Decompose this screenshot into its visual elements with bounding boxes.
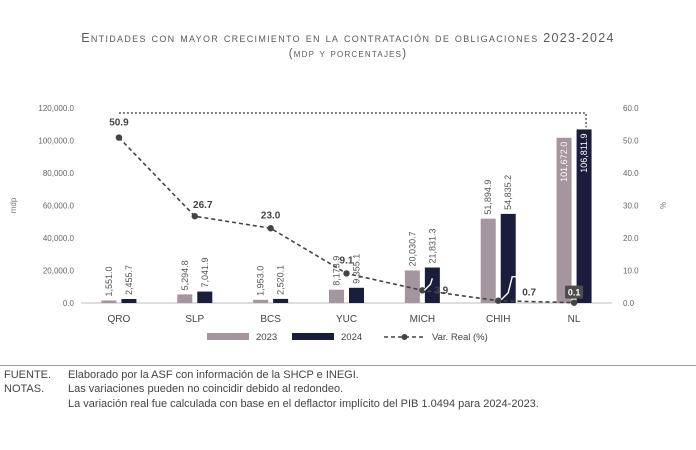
line-value-label: 9.1 — [340, 255, 354, 266]
bars — [101, 129, 592, 303]
label-connector — [423, 278, 434, 291]
var-real-point — [115, 134, 123, 141]
y2-tick-label: 60.0 — [623, 104, 639, 113]
bar-2024 — [500, 213, 516, 303]
bar-label-2024: 2,520.1 — [276, 265, 286, 295]
line-series — [115, 112, 587, 306]
x-tick-label: QRO — [108, 314, 131, 325]
y-tick-label: 0.0 — [63, 299, 75, 308]
y-tick-label: 20,000.0 — [43, 267, 75, 276]
y2-tick-label: 40.0 — [623, 169, 639, 178]
bar-label-2024: 2,455.7 — [124, 265, 134, 295]
bar-2023 — [101, 300, 117, 303]
y2-tick-label: 30.0 — [623, 202, 639, 211]
legend-label-var: Var. Real (%) — [432, 332, 488, 343]
line-value-label: 0.7 — [522, 288, 536, 299]
bar-2024 — [197, 291, 213, 303]
notas-line-2: La variación real fue calculada con base… — [68, 398, 539, 410]
notas-line-1: Las variaciones pueden no coincidir debi… — [68, 383, 344, 395]
axes: 0.0 20,000.0 40,000.0 60,000.0 80,000.0 100,0… — [9, 104, 667, 325]
bar-label-2024: 21,831.3 — [427, 228, 437, 263]
y2-tick-label: 10.0 — [623, 267, 639, 276]
bar-2023 — [177, 294, 193, 303]
y2-axis-title: % — [658, 202, 667, 209]
line-value-label: 3.9 — [434, 285, 448, 296]
bar-line-chart: 0.0 20,000.0 40,000.0 60,000.0 80,000.0 100,0… — [9, 104, 667, 343]
label-connector — [500, 276, 521, 301]
x-tick-label: SLP — [185, 314, 204, 325]
bar-2024 — [273, 298, 289, 303]
bar-label-2023: 1,953.0 — [256, 266, 266, 296]
bar-label-2024: 106,811.9 — [579, 133, 589, 172]
x-tick-label: BCS — [260, 314, 281, 325]
bar-2023 — [404, 270, 420, 303]
data-labels: 1,551.0 2,455.7 5,294.8 7,041.9 1,953.0 2,520… — [104, 118, 589, 301]
y-axis-title: mdp — [9, 197, 18, 213]
y2-tick-label: 0.0 — [623, 299, 635, 308]
y2-tick-label: 50.0 — [623, 137, 639, 146]
bar-label-2023: 20,030.7 — [407, 231, 417, 266]
chart-title: Entidades con mayor crecimiento en la co… — [81, 31, 615, 45]
leader-line — [118, 112, 587, 128]
fuente-text: Elaborado por la ASF con información de … — [68, 369, 359, 381]
y-tick-label: 100,000.0 — [38, 137, 74, 146]
bar-label-2024: 9,355.1 — [352, 254, 362, 284]
notas-label: NOTAS. — [4, 383, 45, 395]
line-value-label: 26.7 — [193, 200, 213, 211]
y2-tick-label: 20.0 — [623, 234, 639, 243]
legend-label-2023: 2023 — [256, 332, 277, 343]
bar-2023 — [480, 218, 496, 303]
legend-swatch-2024 — [292, 333, 334, 340]
bar-2023 — [253, 299, 269, 303]
y-tick-label: 40,000.0 — [43, 234, 75, 243]
var-real-point — [570, 299, 578, 306]
line-value-label: 0.1 — [568, 288, 581, 298]
bar-2024 — [424, 267, 440, 303]
bar-2023 — [329, 289, 344, 303]
bar-2024 — [121, 299, 137, 303]
bar-2024 — [576, 129, 592, 303]
var-real-point — [343, 270, 350, 277]
fuente-label: FUENTE. — [4, 369, 52, 381]
var-real-point — [267, 225, 274, 232]
bar-label-2023: 5,294.8 — [180, 260, 190, 290]
bar-label-2023: 101,672.0 — [559, 142, 569, 182]
y-tick-label: 80,000.0 — [43, 169, 75, 178]
bar-label-2023: 8,173.9 — [332, 256, 342, 286]
bar-label-2024: 54,835.2 — [503, 175, 513, 210]
line-label-box — [565, 285, 584, 299]
line-value-label: 50.9 — [109, 118, 129, 129]
legend-label-2024: 2024 — [341, 332, 362, 343]
x-tick-label: CHIH — [486, 314, 510, 325]
bar-2023 — [556, 137, 572, 303]
y-tick-label: 120,000.0 — [38, 104, 74, 113]
bar-label-2023: 1,551.0 — [104, 266, 114, 296]
bar-label-2023: 51,894.9 — [483, 180, 493, 215]
x-tick-label: MICH — [410, 314, 436, 325]
var-real-point — [495, 297, 502, 304]
x-tick-label: NL — [568, 314, 581, 325]
legend-marker — [401, 334, 408, 340]
legend: 2023 2024 Var. Real (%) — [207, 332, 488, 343]
var-real-point — [191, 213, 198, 220]
y-tick-label: 60,000.0 — [43, 202, 75, 211]
bar-2024 — [349, 287, 364, 303]
bar-label-2024: 7,041.9 — [200, 258, 210, 288]
legend-swatch-2023 — [207, 333, 249, 340]
line-value-label: 23.0 — [261, 210, 281, 221]
footer-divider — [0, 365, 696, 366]
x-tick-label: YUC — [336, 314, 357, 325]
var-real-point — [419, 287, 426, 294]
chart-subtitle: (mdp y porcentajes) — [288, 48, 408, 60]
